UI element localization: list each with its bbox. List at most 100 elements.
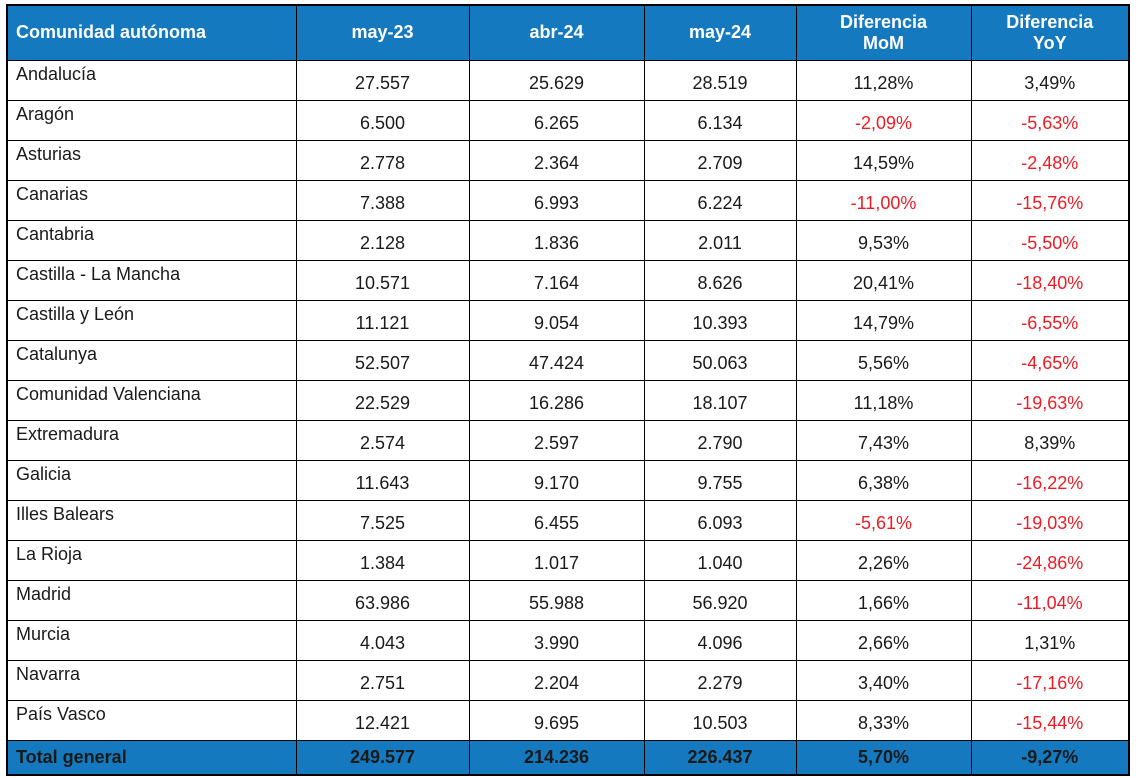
- value-cell: 11,18%: [795, 379, 972, 421]
- value-cell: 1,66%: [795, 579, 972, 621]
- header-row: Comunidad autónoma may-23 abr-24 may-24 Dife…: [6, 4, 1130, 61]
- column-header-1: may-23: [295, 4, 470, 61]
- value-cell: -24,86%: [970, 539, 1130, 581]
- value-cell: 2.778: [295, 139, 470, 181]
- value-cell: 25.629: [468, 59, 645, 101]
- column-header-2: abr-24: [468, 4, 645, 61]
- value-cell: 1,31%: [970, 619, 1130, 661]
- value-cell: 2.011: [643, 219, 797, 261]
- value-cell: 50.063: [643, 339, 797, 381]
- region-name: Navarra: [6, 659, 297, 701]
- value-cell: 8,33%: [795, 699, 972, 741]
- region-name: Aragón: [6, 99, 297, 141]
- region-name: Murcia: [6, 619, 297, 661]
- value-cell: 11.121: [295, 299, 470, 341]
- value-cell: 9.695: [468, 699, 645, 741]
- value-cell: -2,48%: [970, 139, 1130, 181]
- value-cell: 6,38%: [795, 459, 972, 501]
- value-cell: 56.920: [643, 579, 797, 621]
- table-row: Navarra 2.751 2.204 2.279 3,40% -17,16%: [6, 659, 1130, 701]
- value-cell: 11.643: [295, 459, 470, 501]
- total-label: Total general: [6, 739, 297, 776]
- table-row: La Rioja 1.384 1.017 1.040 2,26% -24,86%: [6, 539, 1130, 581]
- value-cell: 2.597: [468, 419, 645, 461]
- region-name: Illes Balears: [6, 499, 297, 541]
- value-cell: 6.993: [468, 179, 645, 221]
- value-cell: 27.557: [295, 59, 470, 101]
- region-name: País Vasco: [6, 699, 297, 741]
- value-cell: -5,50%: [970, 219, 1130, 261]
- value-cell: -19,63%: [970, 379, 1130, 421]
- value-cell: 20,41%: [795, 259, 972, 301]
- value-cell: -15,76%: [970, 179, 1130, 221]
- value-cell: -18,40%: [970, 259, 1130, 301]
- value-cell: 2,66%: [795, 619, 972, 661]
- value-cell: 9,53%: [795, 219, 972, 261]
- table-row: Canarias 7.388 6.993 6.224 -11,00% -15,76%: [6, 179, 1130, 221]
- region-name: Cantabria: [6, 219, 297, 261]
- table-row: Castilla y León 11.121 9.054 10.393 14,79% -6…: [6, 299, 1130, 341]
- value-cell: 3,40%: [795, 659, 972, 701]
- value-cell: -17,16%: [970, 659, 1130, 701]
- value-cell: 16.286: [468, 379, 645, 421]
- table-row: Extremadura 2.574 2.597 2.790 7,43% 8,39%: [6, 419, 1130, 461]
- value-cell: 2.128: [295, 219, 470, 261]
- value-cell: 6.500: [295, 99, 470, 141]
- column-header-4: Diferencia MoM: [795, 4, 972, 61]
- value-cell: 2.709: [643, 139, 797, 181]
- value-cell: 10.393: [643, 299, 797, 341]
- value-cell: 52.507: [295, 339, 470, 381]
- region-name: Galicia: [6, 459, 297, 501]
- table-row: Madrid 63.986 55.988 56.920 1,66% -11,04%: [6, 579, 1130, 621]
- value-cell: 47.424: [468, 339, 645, 381]
- total-value-cell: 249.577: [295, 739, 470, 776]
- value-cell: -2,09%: [795, 99, 972, 141]
- region-name: Asturias: [6, 139, 297, 181]
- value-cell: 6.093: [643, 499, 797, 541]
- value-cell: 2,26%: [795, 539, 972, 581]
- region-name: Andalucía: [6, 59, 297, 101]
- value-cell: 7,43%: [795, 419, 972, 461]
- value-cell: -5,63%: [970, 99, 1130, 141]
- value-cell: -15,44%: [970, 699, 1130, 741]
- value-cell: -11,00%: [795, 179, 972, 221]
- table-row: Murcia 4.043 3.990 4.096 2,66% 1,31%: [6, 619, 1130, 661]
- table-row: Castilla - La Mancha 10.571 7.164 8.626 20,4…: [6, 259, 1130, 301]
- value-cell: 2.364: [468, 139, 645, 181]
- table-row: Comunidad Valenciana 22.529 16.286 18.107 11…: [6, 379, 1130, 421]
- value-cell: 6.265: [468, 99, 645, 141]
- value-cell: 9.755: [643, 459, 797, 501]
- table-row: Asturias 2.778 2.364 2.709 14,59% -2,48%: [6, 139, 1130, 181]
- value-cell: 1.017: [468, 539, 645, 581]
- value-cell: 2.790: [643, 419, 797, 461]
- regions-table: Comunidad autónoma may-23 abr-24 may-24 Dife…: [6, 4, 1130, 776]
- table-row: Galicia 11.643 9.170 9.755 6,38% -16,22%: [6, 459, 1130, 501]
- value-cell: 10.571: [295, 259, 470, 301]
- value-cell: 8,39%: [970, 419, 1130, 461]
- value-cell: 2.574: [295, 419, 470, 461]
- total-value-cell: 5,70%: [795, 739, 972, 776]
- value-cell: 28.519: [643, 59, 797, 101]
- region-name: Catalunya: [6, 339, 297, 381]
- table-row: País Vasco 12.421 9.695 10.503 8,33% -15,44%: [6, 699, 1130, 741]
- region-name: Castilla - La Mancha: [6, 259, 297, 301]
- total-value-cell: 226.437: [643, 739, 797, 776]
- value-cell: 4.043: [295, 619, 470, 661]
- value-cell: 5,56%: [795, 339, 972, 381]
- value-cell: -4,65%: [970, 339, 1130, 381]
- value-cell: 8.626: [643, 259, 797, 301]
- value-cell: 7.525: [295, 499, 470, 541]
- table-row: Cantabria 2.128 1.836 2.011 9,53% -5,50%: [6, 219, 1130, 261]
- value-cell: 9.170: [468, 459, 645, 501]
- value-cell: 6.224: [643, 179, 797, 221]
- region-name: Extremadura: [6, 419, 297, 461]
- region-name: Comunidad Valenciana: [6, 379, 297, 421]
- region-name: Madrid: [6, 579, 297, 621]
- total-value-cell: 214.236: [468, 739, 645, 776]
- table-row: Andalucía 27.557 25.629 28.519 11,28% 3,49%: [6, 59, 1130, 101]
- table-row: Catalunya 52.507 47.424 50.063 5,56% -4,65%: [6, 339, 1130, 381]
- value-cell: 12.421: [295, 699, 470, 741]
- value-cell: 18.107: [643, 379, 797, 421]
- value-cell: 4.096: [643, 619, 797, 661]
- value-cell: -19,03%: [970, 499, 1130, 541]
